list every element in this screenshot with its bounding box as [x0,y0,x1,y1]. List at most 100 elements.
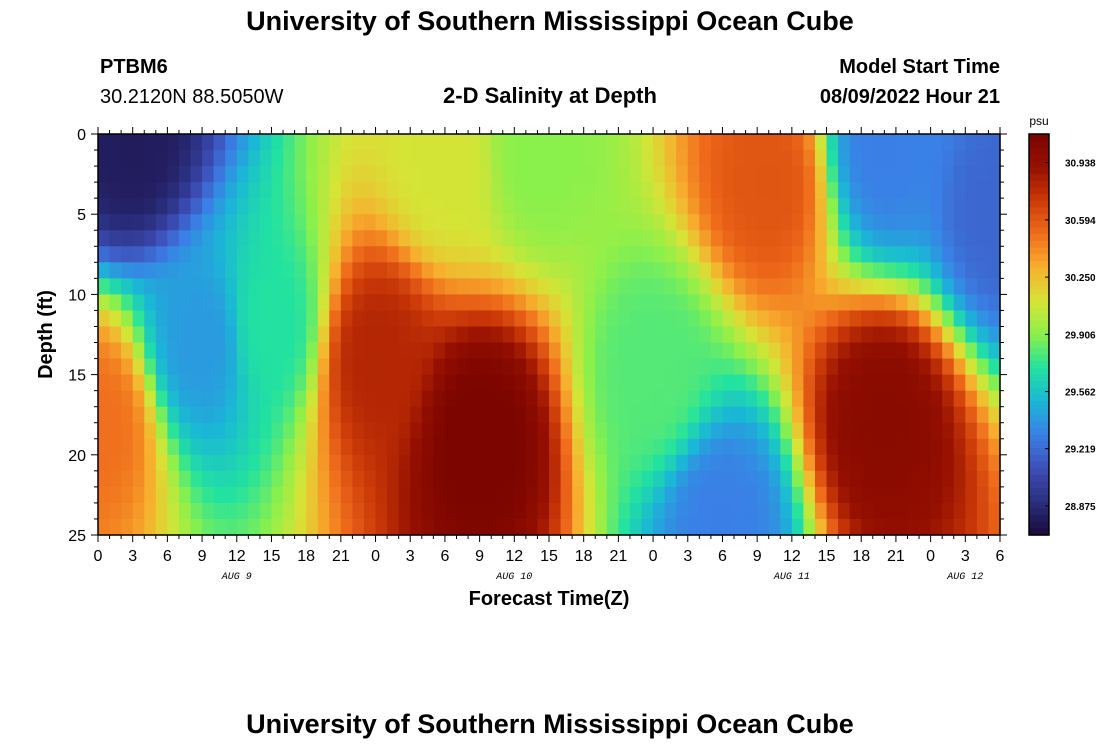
heatmap-cell [757,390,770,408]
heatmap-cell [259,438,273,456]
heatmap-cell [780,134,793,151]
heatmap-cell [202,374,215,392]
heatmap-cell [283,166,296,183]
heatmap-cell [745,422,758,440]
heatmap-cell [641,310,654,328]
heatmap-cell [872,406,885,424]
heatmap-cell [988,390,1001,408]
heatmap-cell [491,470,504,488]
heatmap-cell [121,230,134,247]
heatmap-cell [572,246,585,263]
heatmap-cell [907,198,920,215]
heatmap-cell [687,230,700,247]
heatmap-cell [629,214,643,231]
heatmap-cell [988,166,1001,183]
heatmap-cell [132,438,145,456]
heatmap-cell [352,422,365,440]
heatmap-cell [549,294,562,312]
heatmap-cell [202,454,215,472]
heatmap-cell [757,262,770,279]
heatmap-cell [375,486,388,504]
heatmap-cell [872,454,885,472]
heatmap-cell [479,214,492,231]
heatmap-cell [734,342,747,360]
heatmap-cell [352,454,365,472]
heatmap-cell [283,214,296,231]
heatmap-cell [664,166,677,183]
heatmap-cell [641,150,654,167]
heatmap-cell [132,262,145,279]
heatmap-cell [283,358,296,376]
heatmap-cell [167,294,180,312]
heatmap-cell [213,486,226,504]
heatmap-cell [363,134,377,151]
x-date-label: AUG 10 [495,572,532,583]
heatmap-cell [213,438,226,456]
heatmap-cell [144,310,157,328]
heatmap-cell [595,374,608,392]
heatmap-cell [849,166,862,183]
heatmap-cell [537,374,550,392]
heatmap-cell [826,374,839,392]
heatmap-cell [884,294,897,312]
heatmap-cell [190,486,203,504]
heatmap-cell [641,390,654,408]
heatmap-cell [838,326,851,344]
heatmap-cell [491,150,504,167]
heatmap-cell [710,182,724,199]
heatmap-cell [155,278,168,295]
heatmap-cell [942,230,955,247]
heatmap-cell [687,310,700,328]
heatmap-cell [109,182,122,199]
heatmap-cell [722,182,735,199]
heatmap-cell [294,262,307,279]
heatmap-cell [942,486,955,504]
heatmap-cell [178,486,192,504]
heatmap-cell [294,390,307,408]
heatmap-cell [456,454,469,472]
colorbar-segment [1029,207,1049,215]
heatmap-cell [953,262,966,279]
heatmap-cell [248,214,261,231]
colorbar-segment [1029,194,1049,202]
heatmap-cell [433,150,446,167]
heatmap-cell [491,390,504,408]
heatmap-cell [190,326,203,344]
heatmap-cell [340,470,354,488]
heatmap-cell [502,182,515,199]
heatmap-cell [375,422,388,440]
heatmap-cell [98,358,111,376]
heatmap-cell [745,438,758,456]
heatmap-cell [259,390,273,408]
heatmap-cell [294,310,307,328]
heatmap-cell [248,454,261,472]
heatmap-cell [814,230,828,247]
heatmap-cell [213,358,226,376]
heatmap-cell [306,246,319,263]
heatmap-cell [421,358,434,376]
colorbar-segment [1029,488,1049,496]
heatmap-cell [907,150,920,167]
heatmap-cell [664,486,677,504]
colorbar-segment [1029,454,1049,463]
heatmap-cell [109,230,122,247]
heatmap-cell [838,374,851,392]
heatmap-cell [849,198,862,215]
heatmap-cell [722,438,735,456]
heatmap-cell [814,470,828,488]
heatmap-cell [722,166,735,183]
heatmap-cell [144,422,157,440]
heatmap-cell [953,438,966,456]
heatmap-cell [872,230,885,247]
heatmap-cell [213,166,226,183]
heatmap-cell [976,166,990,183]
heatmap-cell [814,310,828,328]
heatmap-cell [653,214,666,231]
heatmap-cell [861,342,874,360]
heatmap-cell [861,470,874,488]
heatmap-cell [98,246,111,263]
heatmap-cell [653,406,666,424]
heatmap-cell [549,438,562,456]
heatmap-cell [768,262,781,279]
